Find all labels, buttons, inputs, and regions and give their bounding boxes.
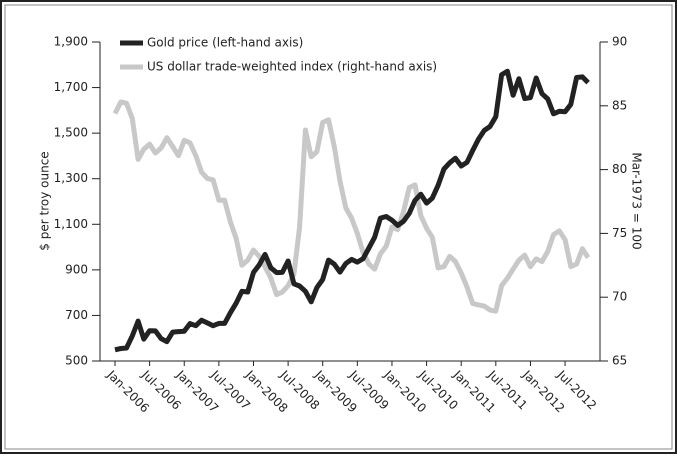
series-line: [114, 68, 590, 353]
y-tick-label: 500: [65, 354, 88, 368]
legend-label: US dollar trade-weighted index (right-ha…: [147, 60, 437, 74]
y2-tick-label: 80: [612, 162, 627, 176]
y2-tick-label: 65: [612, 354, 627, 368]
y-tick-label: 1,300: [54, 171, 88, 185]
y2-tick-label: 85: [612, 98, 627, 112]
y-tick-label: 1,500: [54, 126, 88, 140]
y2-axis-title: Mar-1973 = 100: [630, 152, 644, 249]
y-tick-label: 1,100: [54, 217, 88, 231]
y-tick-label: 700: [65, 308, 88, 322]
y-tick-label: 1,700: [54, 80, 88, 94]
y-tick-label: 900: [65, 262, 88, 276]
series-line: [112, 99, 591, 314]
y-tick-label: 1,900: [54, 35, 88, 49]
inner-frame: [4, 4, 673, 450]
y2-tick-label: 75: [612, 226, 627, 240]
y2-tick-label: 90: [612, 35, 627, 49]
legend-label: Gold price (left-hand axis): [147, 36, 303, 50]
y2-tick-label: 70: [612, 290, 627, 304]
y-axis-title: $ per troy ounce: [38, 151, 52, 250]
